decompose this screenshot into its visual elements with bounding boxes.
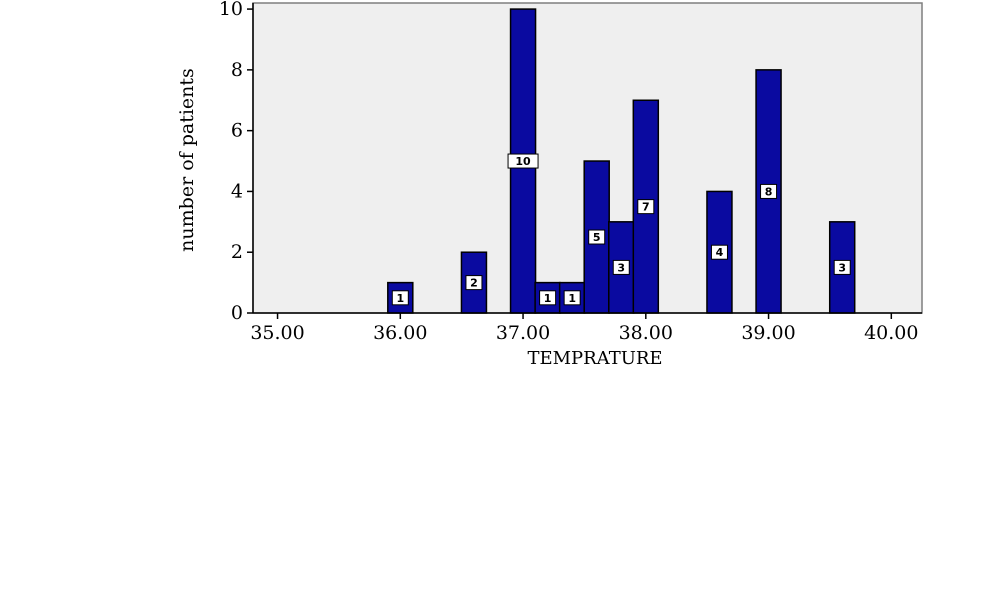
data-label: 1 [539,290,557,306]
data-label-text: 4 [716,246,724,259]
data-labels-layer: 1 2 10 1 1 5 3 7 4 8 3 [391,153,851,306]
y-tick-label: 10 [219,0,243,20]
x-tick-label: 35.00 [250,322,304,344]
data-label-box [760,183,778,199]
x-ticks-layer: 35.00 36.00 37.00 38.00 39.00 40.00 [250,313,919,344]
y-tick-label: 6 [231,120,243,142]
y-axis-title: number of patients [176,68,198,252]
data-label: 4 [710,244,728,260]
x-tick-label: 40.00 [864,322,918,344]
data-label-text: 1 [396,292,404,305]
data-label-box [563,290,581,306]
y-tick-label: 2 [231,241,243,263]
data-label: 1 [391,290,409,306]
data-label-text: 3 [838,261,846,274]
data-label: 1 [563,290,581,306]
data-label-text: 7 [642,201,650,214]
x-tick-label: 37.00 [496,322,550,344]
data-label-box [612,259,630,275]
data-label-box [710,244,728,260]
data-label-box [465,275,483,291]
data-label-text: 1 [544,292,552,305]
data-label-text: 10 [515,155,531,168]
data-label-box [637,199,655,215]
y-tick-label: 0 [231,302,243,324]
data-label-text: 8 [765,185,773,198]
data-label: 10 [507,153,539,169]
y-ticks-layer: 0 2 4 6 8 10 [219,0,253,324]
x-axis-title: TEMPRATURE [527,348,662,369]
x-tick-label: 38.00 [619,322,673,344]
data-label: 2 [465,275,483,291]
data-label-box [833,259,851,275]
data-label-box [391,290,409,306]
data-label-text: 2 [470,277,478,290]
data-label: 8 [760,183,778,199]
x-tick-label: 36.00 [373,322,427,344]
data-label: 7 [637,199,655,215]
y-tick-label: 8 [231,59,243,81]
data-label-box [539,290,557,306]
data-label: 3 [833,259,851,275]
data-label-box [588,229,606,245]
data-label-text: 3 [617,261,625,274]
x-tick-label: 39.00 [741,322,795,344]
y-tick-label: 4 [231,180,243,202]
data-label: 5 [588,229,606,245]
data-label-text: 1 [568,292,576,305]
data-label-text: 5 [593,231,601,244]
data-label-box [507,153,539,169]
data-label: 3 [612,259,630,275]
